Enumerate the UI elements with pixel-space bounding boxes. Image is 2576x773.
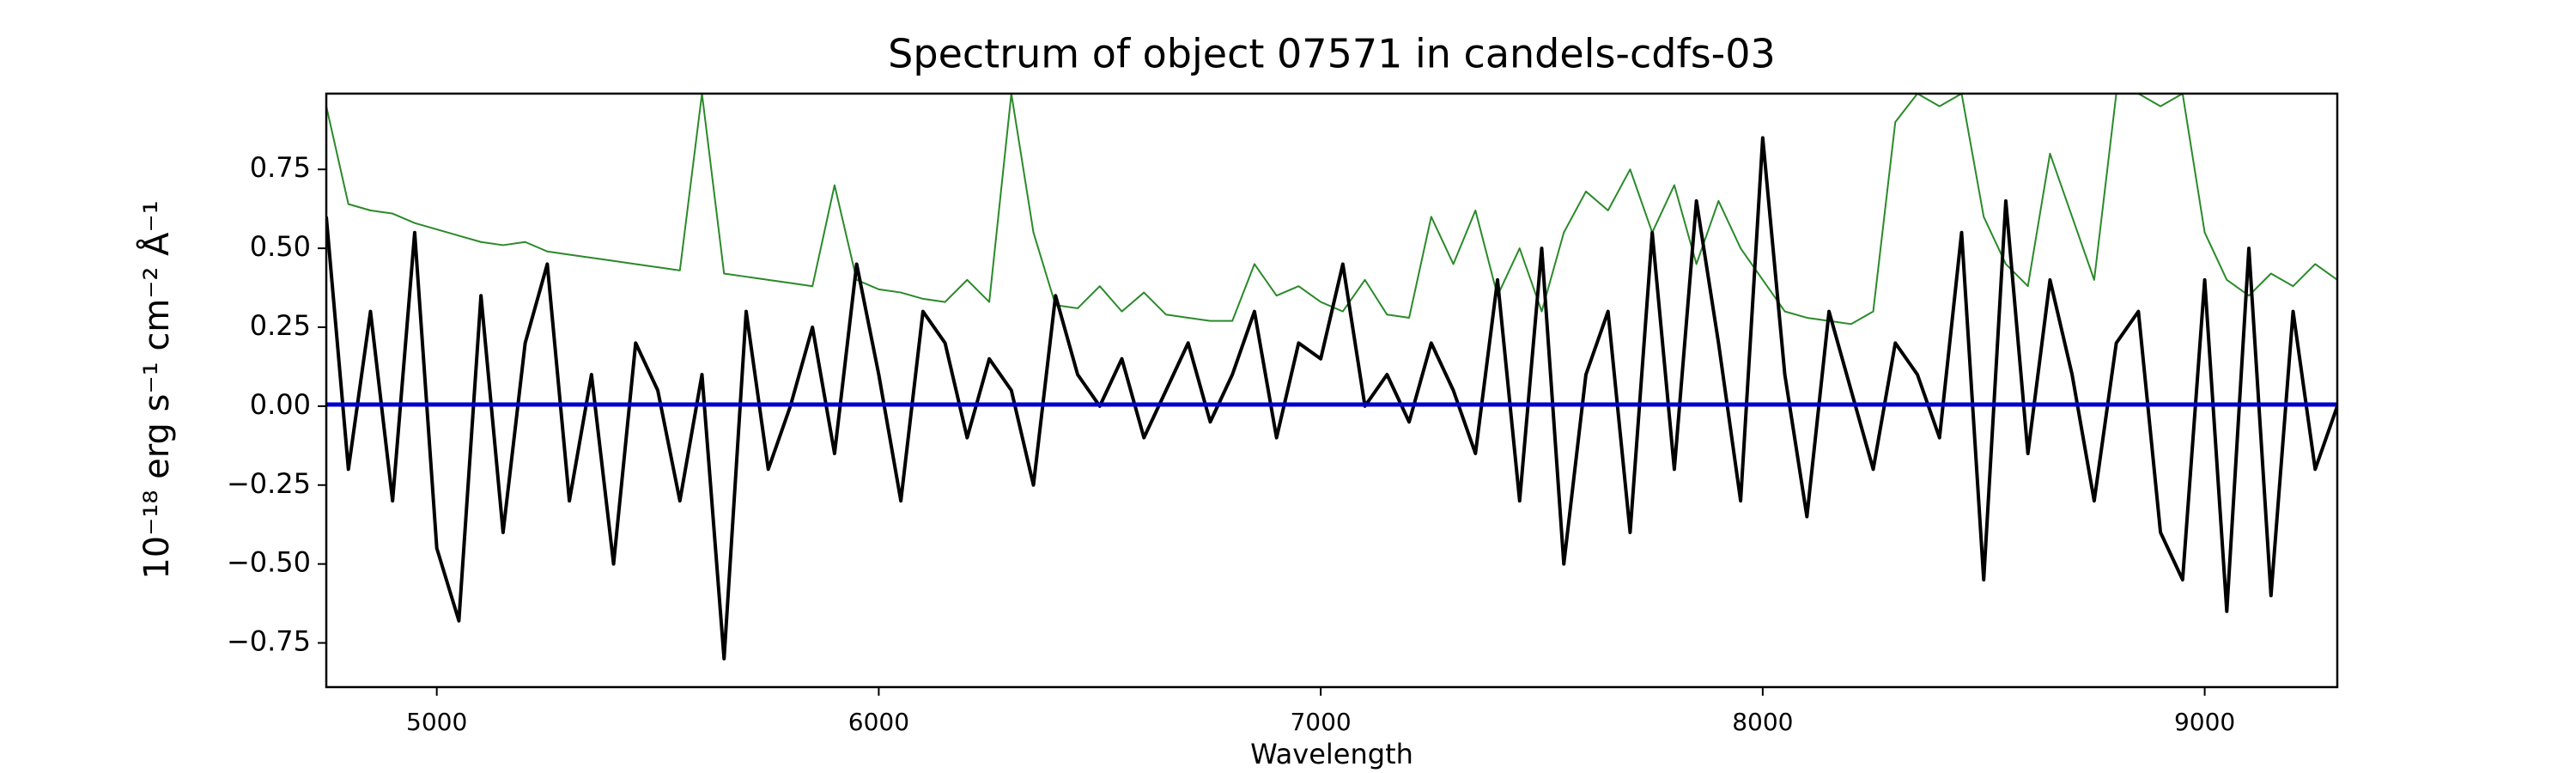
y-tick-label: 0.00 [250,388,311,421]
axes-frame [325,92,2339,689]
x-tick-label: 8000 [1732,708,1793,736]
y-tick-label: −0.50 [227,546,311,579]
x-tick-label: 9000 [2174,708,2235,736]
y-tick-label: 0.50 [250,230,311,263]
x-tick-label: 6000 [848,708,909,736]
plot-area [326,94,2337,660]
y-tick-label: 0.25 [250,309,311,342]
y-tick-label: −0.25 [227,467,311,500]
y-tick-label: −0.75 [227,625,311,658]
y-tick-label: 0.75 [250,151,311,184]
x-tick-label: 7000 [1290,708,1351,736]
spectrum-line [326,136,2337,660]
y-axis-label: 10⁻¹⁸ erg s⁻¹ cm⁻² Å⁻¹ [136,200,177,579]
x-tick-label: 5000 [406,708,467,736]
chart-title: Spectrum of object 07571 in candels-cdfs… [888,31,1776,77]
x-axis-label: Wavelength [1250,738,1413,770]
